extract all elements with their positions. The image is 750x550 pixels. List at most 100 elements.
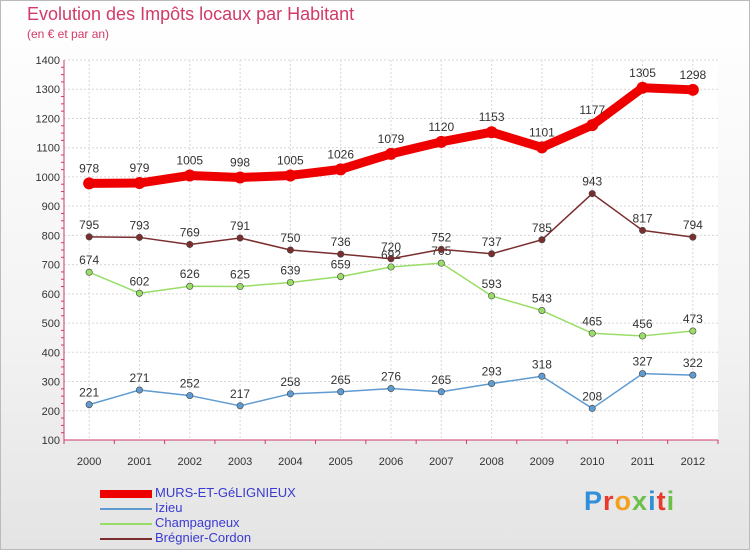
x-tick-label: 2009 [530, 456, 554, 468]
data-label: 327 [633, 355, 653, 369]
legend-swatch-murs [100, 490, 152, 498]
data-point [488, 380, 496, 388]
data-label: 1177 [579, 103, 605, 117]
data-point [135, 289, 143, 297]
data-point [83, 177, 96, 190]
logo-letter: r [603, 486, 615, 516]
data-point [488, 292, 496, 300]
data-point [387, 385, 395, 393]
data-point [286, 390, 294, 398]
data-label: 293 [482, 365, 502, 379]
x-tick-label: 2011 [631, 456, 655, 468]
data-label: 659 [331, 258, 351, 272]
data-point [85, 233, 93, 241]
y-tick-label: 300 [42, 377, 60, 389]
data-point [488, 250, 496, 258]
data-label: 979 [129, 161, 149, 175]
data-label: 943 [582, 175, 602, 189]
legend-label-bregnier-cordon: Brégnier-Cordon [155, 530, 252, 545]
data-point [387, 263, 395, 271]
data-point [689, 371, 697, 379]
y-tick-label: 1100 [36, 143, 60, 155]
data-label: 817 [633, 211, 653, 225]
x-tick-label: 2001 [127, 456, 151, 468]
legend-swatch-izieu [100, 508, 152, 510]
y-tick-label: 1200 [36, 113, 60, 125]
data-point [337, 273, 345, 281]
y-tick-label: 1400 [36, 55, 60, 67]
data-label: 625 [230, 268, 250, 282]
x-tick-label: 2008 [479, 456, 503, 468]
data-point [133, 177, 146, 190]
data-point [286, 246, 294, 254]
data-point [183, 169, 196, 182]
data-point [135, 386, 143, 394]
data-point [85, 401, 93, 409]
data-label: 978 [79, 161, 99, 175]
x-tick-label: 2005 [328, 456, 352, 468]
logo-letter: o [614, 486, 633, 516]
data-point [286, 278, 294, 286]
data-point [588, 329, 596, 337]
logo-letter: i [648, 486, 657, 516]
data-label: 465 [582, 314, 602, 328]
data-point [334, 163, 347, 176]
legend-swatch-champagneux [100, 523, 152, 525]
y-tick-label: 400 [42, 347, 60, 359]
chart-title: Evolution des Impôts locaux par Habitant [27, 4, 355, 24]
y-tick-label: 1000 [36, 172, 60, 184]
legend-label-murs: MURS-ET-GéLIGNIEUX [155, 485, 296, 500]
data-label: 1120 [428, 120, 454, 134]
data-point [639, 332, 647, 340]
data-point [535, 141, 548, 154]
data-label: 1005 [176, 153, 203, 167]
data-label: 221 [79, 386, 99, 400]
data-point [588, 190, 596, 198]
x-tick-label: 2000 [77, 456, 101, 468]
x-tick-label: 2006 [379, 456, 403, 468]
logo-letter: i [666, 486, 676, 516]
legend-label-champagneux: Champagneux [155, 515, 240, 530]
data-point [686, 83, 699, 96]
data-label: 258 [280, 375, 300, 389]
data-point [236, 234, 244, 242]
x-tick-label: 2007 [429, 456, 453, 468]
data-point [387, 255, 395, 263]
data-point [485, 126, 498, 139]
y-tick-label: 600 [42, 289, 60, 301]
data-label: 1026 [327, 147, 354, 161]
y-tick-label: 900 [42, 201, 60, 213]
data-label: 276 [381, 370, 401, 384]
data-label: 217 [230, 387, 250, 401]
data-point [337, 250, 345, 258]
chart-subtitle: (en € et par an) [27, 27, 110, 41]
data-label: 1005 [277, 153, 304, 167]
data-label: 1305 [629, 66, 656, 80]
data-label: 674 [79, 253, 99, 267]
data-label: 737 [482, 235, 502, 249]
data-label: 602 [129, 274, 149, 288]
data-point [639, 370, 647, 378]
data-point [689, 233, 697, 241]
data-point [586, 119, 599, 132]
legend-swatch-bregnier-cordon [100, 538, 152, 540]
data-label: 793 [129, 218, 149, 232]
data-label: 752 [431, 230, 451, 244]
y-tick-label: 200 [42, 406, 60, 418]
data-point [186, 392, 194, 400]
data-point [538, 372, 546, 380]
data-point [538, 307, 546, 315]
data-point [636, 81, 649, 94]
data-point [689, 327, 697, 335]
data-label: 543 [532, 292, 552, 306]
logo-letter: t [656, 486, 667, 516]
data-label: 785 [532, 221, 552, 235]
data-label: 1153 [479, 110, 505, 124]
x-tick-label: 2012 [681, 456, 705, 468]
data-point [437, 259, 445, 267]
proxiti-logo: Proxiti [584, 486, 675, 517]
y-tick-label: 500 [42, 318, 60, 330]
data-label: 791 [230, 219, 250, 233]
data-label: 322 [683, 356, 703, 370]
